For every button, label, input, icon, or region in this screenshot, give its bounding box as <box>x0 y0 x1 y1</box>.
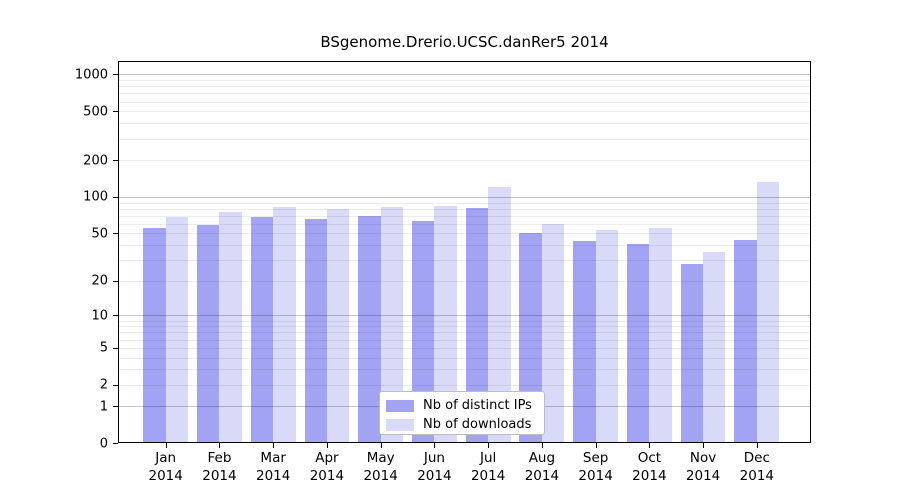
y-tick-label: 50 <box>91 226 108 242</box>
y-tick <box>113 74 118 76</box>
bar-ips-mar <box>250 216 274 443</box>
y-tick <box>113 280 118 282</box>
y-tick <box>113 347 118 349</box>
gridline-major <box>118 74 811 76</box>
gridline-minor <box>118 160 811 162</box>
gridline-minor <box>118 123 811 125</box>
bar-downloads-apr <box>326 208 350 443</box>
y-tick-label: 500 <box>83 104 108 120</box>
bar-downloads-sep <box>595 230 618 443</box>
x-tick <box>273 443 275 448</box>
bar-ips-dec <box>734 240 757 443</box>
y-tick-label: 10 <box>91 308 108 324</box>
y-tick <box>113 233 118 235</box>
gridline-minor <box>118 111 811 113</box>
x-tick-label-aug: Aug 2014 <box>524 450 560 484</box>
y-tick <box>113 443 118 444</box>
x-tick <box>434 443 436 448</box>
x-tick-label-sep: Sep 2014 <box>578 450 613 484</box>
gridline-major <box>118 196 811 198</box>
legend-swatch-ips <box>386 399 414 412</box>
gridline-minor <box>118 86 811 88</box>
x-tick <box>541 443 543 448</box>
legend-swatch-downloads <box>386 418 414 431</box>
x-tick <box>703 443 705 448</box>
bar-downloads-aug <box>541 223 565 443</box>
bar-ips-apr <box>304 218 327 443</box>
bar-downloads-nov <box>703 252 726 443</box>
legend-label-downloads: Nb of downloads <box>423 417 532 432</box>
x-tick <box>380 443 382 448</box>
bar-downloads-dec <box>756 181 780 443</box>
y-tick <box>113 384 118 386</box>
x-tick-label-jun: Jun 2014 <box>417 450 452 484</box>
x-tick-label-dec: Dec 2014 <box>739 450 774 484</box>
x-tick-label-may: May 2014 <box>363 450 398 484</box>
bar-downloads-jul <box>488 187 511 443</box>
bar-downloads-jan <box>165 217 189 443</box>
bar-ips-jul <box>465 208 489 443</box>
x-tick <box>326 443 328 448</box>
y-tick-label: 20 <box>91 273 108 289</box>
x-tick-label-jan: Jan 2014 <box>148 450 183 484</box>
y-tick <box>113 160 118 162</box>
x-tick <box>488 443 490 448</box>
y-tick-label: 100 <box>83 189 108 205</box>
y-tick <box>113 315 118 317</box>
y-tick-label: 200 <box>83 153 108 169</box>
chart-title: BSgenome.Drerio.UCSC.danRer5 2014 <box>320 33 609 51</box>
plot-area <box>118 61 811 443</box>
gridline-minor <box>118 80 811 82</box>
legend: Nb of distinct IPs Nb of downloads <box>379 391 545 435</box>
x-tick-label-nov: Nov 2014 <box>685 450 721 484</box>
y-tick-label: 5 <box>99 340 108 356</box>
x-tick-label-jul: Jul 2014 <box>470 450 506 484</box>
x-tick <box>165 443 167 448</box>
bar-ips-may <box>358 215 381 443</box>
gridline-minor <box>118 101 811 103</box>
gridline-minor <box>118 202 811 204</box>
bar-downloads-mar <box>273 207 296 443</box>
gridline-minor <box>118 93 811 95</box>
x-tick <box>756 443 758 448</box>
x-tick <box>219 443 221 448</box>
y-tick-label: 1 <box>99 399 108 415</box>
bar-ips-jun <box>412 220 435 443</box>
bar-downloads-feb <box>219 212 242 443</box>
bar-ips-nov <box>680 263 704 443</box>
bar-downloads-oct <box>649 227 672 443</box>
bar-ips-sep <box>573 241 596 443</box>
bar-ips-oct <box>626 243 650 443</box>
y-tick-label: 2 <box>99 377 108 393</box>
y-tick-label: 1000 <box>74 67 108 83</box>
gridline-minor <box>118 138 811 140</box>
y-tick <box>113 196 118 198</box>
legend-label-ips: Nb of distinct IPs <box>423 398 532 413</box>
bar-ips-feb <box>197 224 220 443</box>
bar-downloads-jun <box>434 205 457 443</box>
x-tick-label-mar: Mar 2014 <box>255 450 291 484</box>
bar-ips-jan <box>143 228 166 443</box>
x-tick <box>595 443 597 448</box>
x-tick <box>649 443 651 448</box>
legend-item-distinct-ips: Nb of distinct IPs <box>386 396 544 415</box>
y-tick <box>113 111 118 113</box>
y-tick-label: 0 <box>99 436 108 451</box>
x-tick-label-feb: Feb 2014 <box>202 450 237 484</box>
x-tick-label-apr: Apr 2014 <box>309 450 345 484</box>
legend-item-downloads: Nb of downloads <box>386 415 544 434</box>
x-tick-label-oct: Oct 2014 <box>632 450 667 484</box>
bar-downloads-may <box>380 207 404 443</box>
bar-ips-aug <box>519 233 542 443</box>
y-tick <box>113 406 118 408</box>
gridline-minor <box>118 208 811 210</box>
